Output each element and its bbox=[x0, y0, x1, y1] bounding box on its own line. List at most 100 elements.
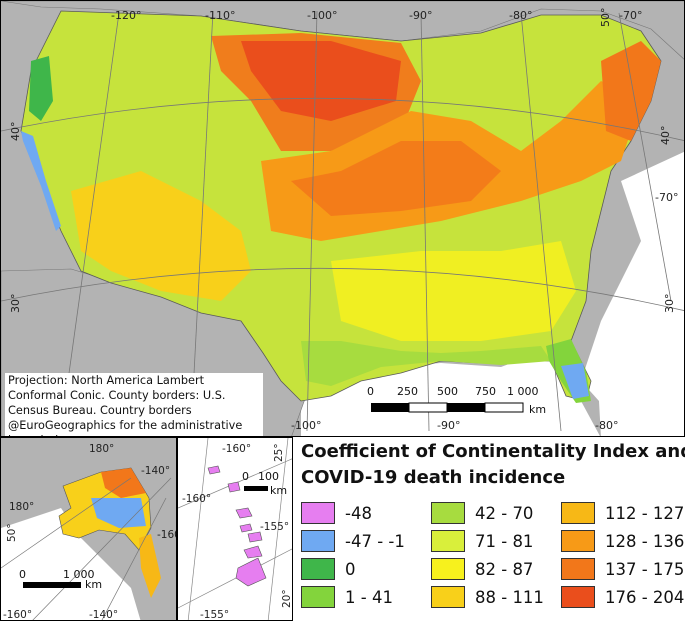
alaska-interior bbox=[91, 498, 146, 528]
legend-item-8: 112 - 127 bbox=[561, 501, 684, 525]
main-scale-bar: 0 250 500 750 1 000 km bbox=[367, 385, 546, 416]
lat-label-right-neg70: -70° bbox=[655, 191, 678, 204]
scale-tick-0: 0 bbox=[367, 385, 374, 398]
region-southeast bbox=[331, 241, 576, 341]
lat-label-left-40: 40° bbox=[9, 122, 22, 142]
scale-tick-750: 750 bbox=[475, 385, 496, 398]
legend-item-11: 176 - 204 bbox=[561, 585, 684, 609]
hawaii-islands bbox=[207, 465, 267, 587]
legend-swatch bbox=[301, 558, 335, 580]
lon-label-100: -100° bbox=[307, 9, 337, 22]
hi-label-155-right: -155° bbox=[260, 521, 289, 533]
alaska-graticule bbox=[1, 477, 172, 620]
legend-label: 88 - 111 bbox=[475, 587, 544, 607]
legend-label: 0 bbox=[345, 559, 356, 579]
ak-label-140-bottom: -140° bbox=[89, 609, 118, 621]
legend-item-0: -48 bbox=[301, 501, 372, 525]
hi-label-160-left: -160° bbox=[182, 493, 211, 505]
hi-label-20: 20° bbox=[281, 589, 293, 608]
region-florida-south bbox=[561, 363, 589, 399]
legend-swatch bbox=[431, 530, 465, 552]
region-pacific-nw bbox=[29, 56, 53, 121]
hi-label-25: 25° bbox=[273, 443, 285, 462]
hi-scale-0: 0 bbox=[242, 470, 249, 483]
ak-label-180-left: 180° bbox=[9, 501, 34, 513]
legend-swatch bbox=[561, 558, 595, 580]
ak-label-50: 50° bbox=[6, 523, 18, 542]
scale-tick-250: 250 bbox=[397, 385, 418, 398]
legend-label: 137 - 175 bbox=[605, 559, 685, 579]
ak-label-160-bottom: -160° bbox=[3, 609, 32, 621]
hawaii-scale-bar: 0 100 km bbox=[242, 470, 287, 497]
alaska-canvas: 180° -140° 180° 50° -160° -140° -160° 0 … bbox=[1, 443, 177, 621]
legend-item-5: 71 - 81 bbox=[431, 529, 533, 553]
legend-label: 42 - 70 bbox=[475, 503, 534, 523]
ak-scale-1000: 1 000 bbox=[63, 568, 95, 581]
alaska-inset: 180° -140° 180° 50° -160° -140° -160° 0 … bbox=[0, 437, 177, 621]
legend-swatch bbox=[561, 530, 595, 552]
ak-scale-unit: km bbox=[85, 578, 102, 591]
alaska-panhandle bbox=[139, 534, 161, 598]
region-north-core bbox=[241, 41, 401, 121]
legend-item-2: 0 bbox=[301, 557, 356, 581]
legend-label: -47 - -1 bbox=[345, 531, 405, 551]
scale-tick-1000: 1 000 bbox=[507, 385, 539, 398]
legend-item-3: 1 - 41 bbox=[301, 585, 393, 609]
scale-unit: km bbox=[529, 403, 546, 416]
legend-item-7: 88 - 111 bbox=[431, 585, 544, 609]
lon-label-120: -120° bbox=[111, 9, 141, 22]
legend-swatch bbox=[431, 558, 465, 580]
hi-scale-100: 100 bbox=[258, 470, 279, 483]
lat-label-right-30: 30° bbox=[663, 294, 676, 314]
main-map: -120° -110° -100° -90° -80° -70° -100° -… bbox=[0, 0, 685, 437]
lon-labels-bottom: -100° -90° -80° bbox=[291, 419, 618, 432]
legend-item-9: 128 - 136 bbox=[561, 529, 684, 553]
canada-landmass bbox=[1, 1, 684, 60]
legend-swatch bbox=[301, 502, 335, 524]
alaska-scale-bar: 0 1 000 km bbox=[19, 568, 102, 591]
lon-label-110: -110° bbox=[205, 9, 235, 22]
legend-swatch bbox=[431, 586, 465, 608]
legend-item-10: 137 - 175 bbox=[561, 557, 684, 581]
legend-label: 82 - 87 bbox=[475, 559, 534, 579]
lat-label-right-40: 40° bbox=[659, 126, 672, 146]
lon-label-90: -90° bbox=[409, 9, 432, 22]
legend-label: 1 - 41 bbox=[345, 587, 393, 607]
legend-swatch bbox=[301, 530, 335, 552]
hi-label-160-top: -160° bbox=[222, 443, 251, 455]
legend-label: -48 bbox=[345, 503, 372, 523]
lat-label-left-30: 30° bbox=[9, 294, 22, 314]
legend-title-line1: Coefficient of Continentality Index and bbox=[301, 441, 685, 462]
atlantic-ocean bbox=[581, 151, 684, 436]
region-new-england bbox=[601, 41, 661, 141]
legend-item-4: 42 - 70 bbox=[431, 501, 533, 525]
hi-label-155-bottom: -155° bbox=[200, 609, 229, 621]
ak-label-140-right: -140° bbox=[141, 465, 170, 477]
legend-label: 128 - 136 bbox=[605, 531, 685, 551]
graticule bbox=[1, 10, 684, 432]
legend-swatch bbox=[301, 586, 335, 608]
ak-label-160-inner: -160° bbox=[157, 529, 177, 541]
legend-label: 112 - 127 bbox=[605, 503, 685, 523]
legend-title-line2: COVID-19 death incidence bbox=[301, 467, 566, 488]
legend-swatch bbox=[431, 502, 465, 524]
lon-labels-top: -120° -110° -100° -90° -80° -70° bbox=[111, 9, 642, 22]
ak-scale-0: 0 bbox=[19, 568, 26, 581]
alaska-ocean bbox=[1, 508, 141, 620]
legend-item-1: -47 - -1 bbox=[301, 529, 405, 553]
hawaii-inset: -160° 25° -160° -155° -155° 20° 0 100 km bbox=[177, 437, 293, 621]
hawaii-labels: -160° 25° -160° -155° -155° 20° bbox=[182, 443, 293, 621]
region-gulf-coast bbox=[301, 341, 551, 386]
hi-scale-unit: km bbox=[270, 484, 287, 497]
legend-swatch bbox=[561, 502, 595, 524]
lon-label-70: -70° bbox=[619, 9, 642, 22]
legend-label: 176 - 204 bbox=[605, 587, 685, 607]
alaska-labels: 180° -140° 180° 50° -160° -140° -160° bbox=[3, 443, 177, 621]
region-pacific-coast bbox=[21, 131, 61, 231]
legend: Coefficient of Continentality Index and … bbox=[293, 437, 685, 621]
legend-swatch bbox=[561, 586, 595, 608]
lon-label-80: -80° bbox=[509, 9, 532, 22]
legend-label: 71 - 81 bbox=[475, 531, 534, 551]
lat-label-right-50: 50° bbox=[599, 8, 612, 28]
hawaii-canvas: -160° 25° -160° -155° -155° 20° 0 100 km bbox=[178, 438, 293, 621]
